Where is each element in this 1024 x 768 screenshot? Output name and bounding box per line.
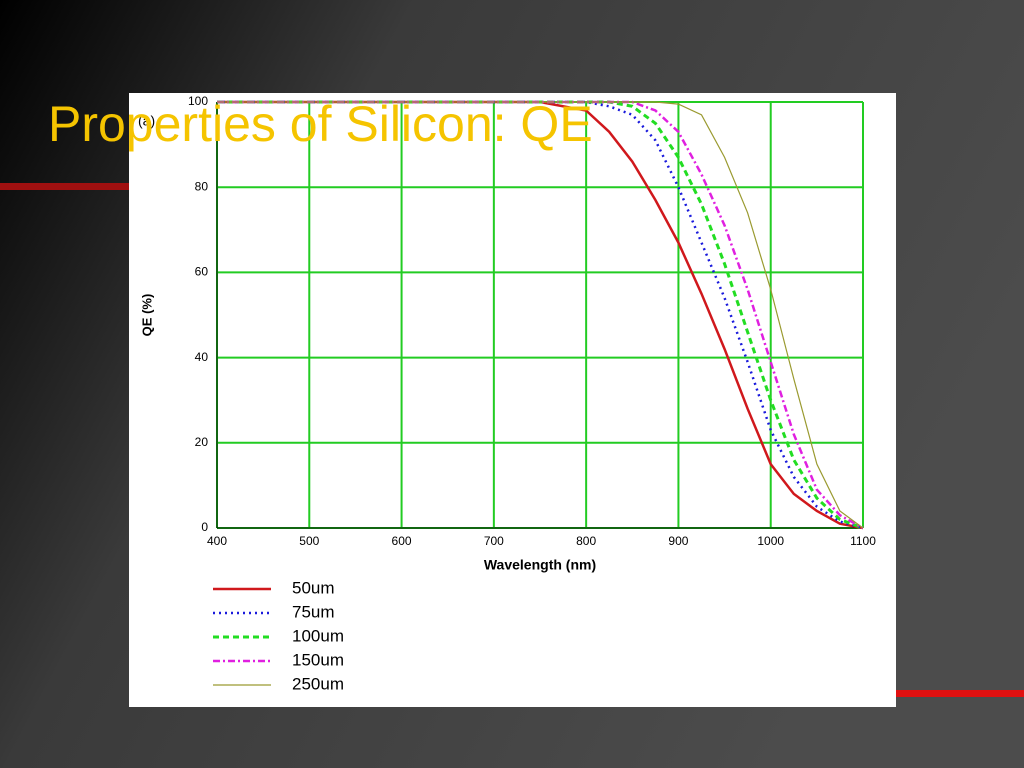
accent-bar — [0, 183, 130, 190]
x-tick-label: 1000 — [757, 534, 784, 548]
accent-bar — [895, 690, 1024, 697]
y-tick-label: 60 — [195, 265, 209, 279]
chart-panel — [129, 93, 896, 707]
y-tick-label: 20 — [195, 435, 209, 449]
series-line — [217, 101, 864, 529]
x-tick-label: 500 — [299, 534, 319, 548]
series-line — [217, 100, 864, 530]
chart: 0 20 40 60 80 100 400 500 600 700 800 900 1000 1100 (a… — [138, 94, 876, 693]
x-tick-label: 400 — [207, 534, 227, 548]
y-tick-label: 80 — [195, 179, 209, 193]
legend-label: 250um — [292, 674, 344, 693]
x-tick-label: 800 — [576, 534, 596, 548]
y-tick-label: 40 — [195, 350, 209, 364]
x-tick-label: 900 — [668, 534, 688, 548]
y-tick-label: 0 — [201, 520, 208, 534]
y-axis-label: QE (%) — [139, 294, 154, 337]
legend-label: 150um — [292, 650, 344, 669]
x-tick-label: 700 — [484, 534, 504, 548]
x-axis-label: Wavelength (nm) — [484, 557, 596, 573]
legend-label: 100um — [292, 626, 344, 645]
legend-label: 50um — [292, 578, 335, 597]
x-tick-label: 600 — [392, 534, 412, 548]
legend-label: 75um — [292, 602, 335, 621]
annotation: (a) — [138, 113, 155, 129]
x-tick-label: 1100 — [850, 534, 876, 548]
y-tick-label: 100 — [188, 94, 208, 108]
slide-title: Properties of Silicon: QE — [48, 96, 593, 152]
